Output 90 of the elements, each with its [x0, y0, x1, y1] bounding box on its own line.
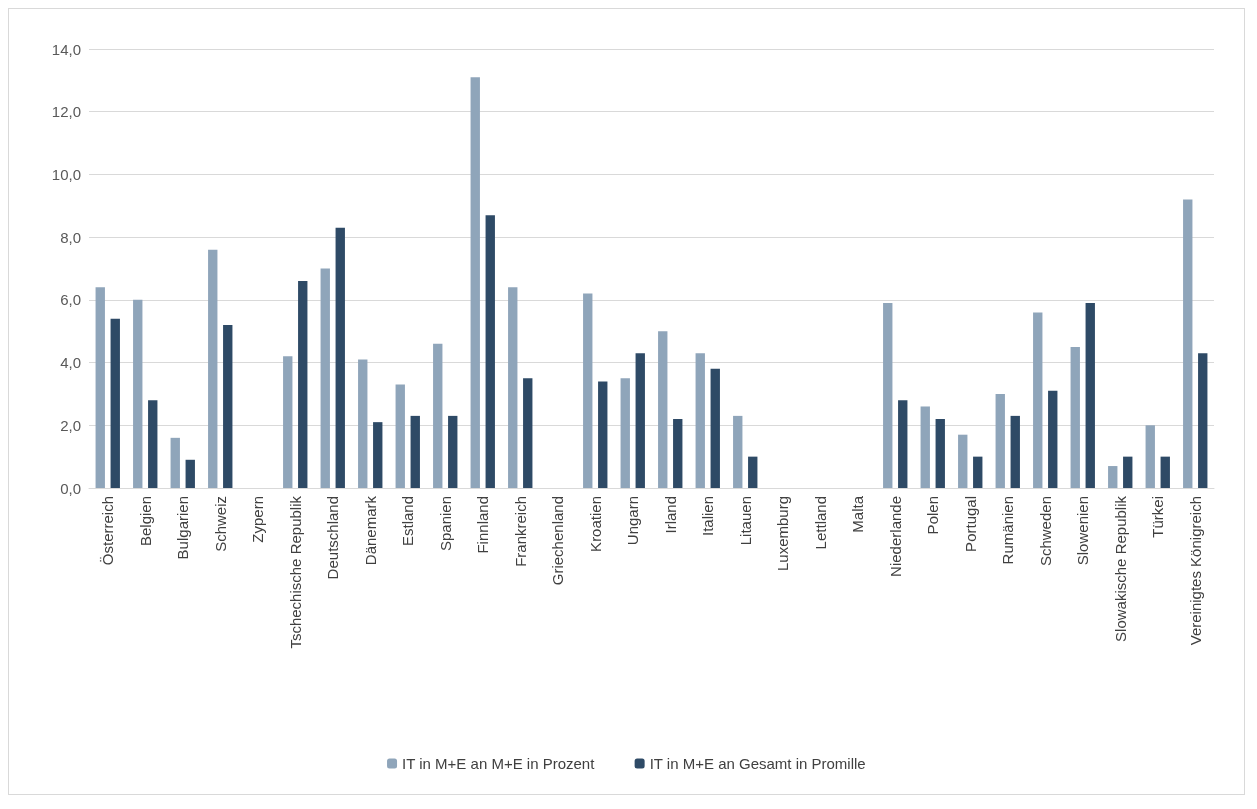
y-tick-label: 2,0 — [60, 416, 81, 434]
bar — [673, 419, 683, 488]
bar — [1010, 415, 1020, 488]
x-tick-label: Italien — [699, 496, 717, 537]
legend-label: IT in M+E an Gesamt in Promille — [649, 755, 866, 772]
bar — [485, 215, 495, 488]
x-tick-label: Irland — [661, 496, 679, 534]
bar — [995, 393, 1005, 488]
bar — [958, 434, 968, 488]
bar — [883, 302, 893, 488]
bar — [335, 227, 345, 488]
bar — [298, 281, 308, 488]
bar — [1033, 312, 1043, 488]
x-tick-label: Österreich — [99, 496, 117, 566]
x-tick-label: Vereinigtes Königreich — [1186, 496, 1204, 646]
x-tick-label: Slowenien — [1074, 496, 1092, 566]
bar — [695, 353, 705, 488]
bar — [1070, 346, 1080, 488]
y-tick-label: 10,0 — [51, 165, 81, 183]
bar — [523, 378, 533, 488]
bar — [283, 356, 293, 488]
bar — [920, 406, 930, 488]
y-tick-label: 14,0 — [51, 40, 81, 58]
bar — [395, 384, 405, 488]
bar — [110, 318, 120, 488]
bar — [133, 299, 143, 488]
bar — [208, 249, 218, 488]
bar — [710, 368, 720, 488]
x-tick-label: Schweiz — [211, 496, 229, 552]
x-tick-label: Finnland — [474, 496, 492, 554]
bar — [410, 415, 420, 488]
bar — [185, 459, 195, 488]
bar — [1183, 199, 1193, 488]
x-tick-label: Zypern — [249, 496, 267, 543]
x-tick-label: Portugal — [961, 496, 979, 552]
bar — [433, 343, 443, 488]
x-tick-label: Kroatien — [586, 496, 604, 552]
y-tick-label: 8,0 — [60, 228, 81, 246]
bar — [1145, 425, 1155, 488]
x-tick-label: Ungarn — [624, 496, 642, 546]
bar — [620, 378, 630, 488]
x-tick-label: Polen — [924, 496, 942, 535]
x-tick-label: Bulgarien — [174, 496, 192, 560]
bar — [1048, 390, 1058, 488]
x-tick-label: Litauen — [736, 496, 754, 546]
bar — [658, 331, 668, 488]
bar — [170, 437, 180, 488]
bar — [1198, 353, 1208, 488]
bar — [1108, 466, 1118, 488]
bar — [898, 400, 908, 488]
y-tick-label: 6,0 — [60, 291, 81, 309]
x-tick-label: Luxemburg — [774, 496, 792, 572]
x-tick-label: Belgien — [136, 496, 154, 547]
bar — [973, 456, 983, 488]
x-tick-label: Rumänien — [999, 496, 1017, 565]
x-tick-label: Niederlande — [886, 496, 904, 577]
bar — [748, 456, 758, 488]
bar — [223, 324, 233, 488]
bar — [583, 293, 593, 488]
y-tick-label: 0,0 — [60, 479, 81, 497]
x-tick-label: Malta — [849, 495, 867, 533]
x-tick-label: Deutschland — [324, 496, 342, 580]
bar — [635, 353, 645, 488]
bar — [1085, 302, 1095, 488]
bar — [733, 415, 743, 488]
bar — [358, 359, 368, 488]
legend-label: IT in M+E an M+E in Prozent — [402, 755, 596, 772]
bar — [1160, 456, 1170, 488]
bar — [1123, 456, 1133, 488]
x-tick-label: Griechenland — [549, 496, 567, 586]
x-tick-label: Frankreich — [511, 496, 529, 567]
bar — [470, 77, 480, 488]
bar — [373, 422, 383, 488]
x-tick-label: Tschechische Republik — [286, 495, 304, 649]
x-tick-label: Spanien — [436, 496, 454, 552]
x-tick-label: Schweden — [1036, 496, 1054, 567]
bar — [320, 268, 330, 488]
x-tick-label: Slowakische Republik — [1111, 495, 1129, 642]
bar — [148, 400, 158, 488]
x-tick-label: Dänemark — [361, 495, 379, 566]
bar — [448, 415, 458, 488]
bar — [95, 287, 105, 488]
x-tick-label: Lettland — [811, 496, 829, 550]
x-tick-label: Türkei — [1149, 496, 1167, 538]
y-tick-label: 4,0 — [60, 354, 81, 372]
bar — [598, 381, 608, 488]
bar — [935, 419, 945, 488]
bar — [508, 287, 518, 488]
x-tick-label: Estland — [399, 496, 417, 547]
y-tick-label: 12,0 — [51, 103, 81, 121]
